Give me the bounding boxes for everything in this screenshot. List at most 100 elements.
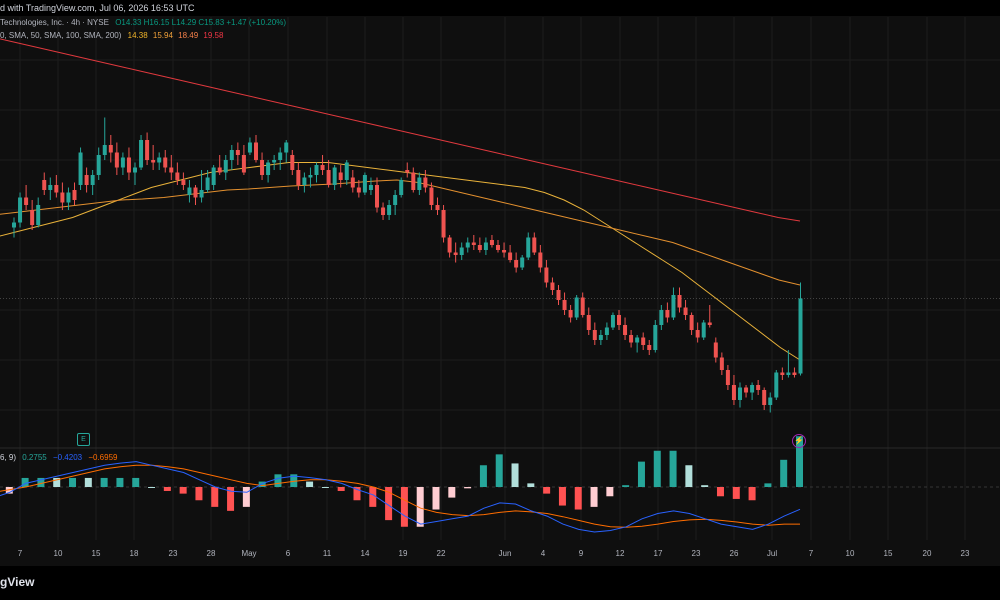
macd-histogram-bar	[495, 454, 503, 487]
candle-body	[665, 310, 670, 318]
macd-histogram-bar	[100, 477, 108, 487]
candle-body	[362, 175, 367, 193]
candle-body	[12, 222, 16, 228]
x-tick-label: 6	[286, 549, 291, 558]
x-tick-label: 22	[437, 549, 446, 558]
candle-body	[223, 160, 228, 173]
macd-histogram-bar	[464, 487, 472, 489]
candle-body	[393, 195, 398, 205]
macd-histogram-bar	[37, 477, 45, 487]
sma-20-line	[0, 162, 801, 361]
macd-histogram-bar	[622, 485, 630, 487]
candle-body	[465, 242, 470, 248]
candle-body	[707, 322, 712, 325]
symbol-legend[interactable]: Technologies, Inc. · 4h · NYSE O14.33 H1…	[0, 18, 286, 27]
x-tick-label: 26	[730, 549, 739, 558]
x-tick-label: 14	[361, 549, 370, 558]
candle-body	[387, 205, 392, 215]
candle-body	[532, 237, 537, 253]
candle-body	[24, 197, 29, 205]
macd-histogram-bar	[306, 481, 314, 487]
macd-histogram-bar	[5, 487, 13, 494]
macd-histogram-bar	[69, 477, 77, 487]
candle-body	[514, 260, 519, 268]
candle-body	[641, 337, 646, 345]
lightning-icon[interactable]: ⚡	[792, 434, 806, 448]
candle-body	[54, 185, 59, 193]
macd-hist-value: 0.2755	[22, 453, 47, 462]
candle-body	[102, 145, 107, 155]
candle-body	[235, 150, 240, 155]
x-tick-label: 4	[541, 549, 546, 558]
candle-body	[750, 385, 755, 393]
macd-histogram-bar	[84, 477, 92, 487]
x-tick-label: Jul	[767, 549, 777, 558]
candle-body	[193, 187, 198, 198]
macd-label: 6, 9)	[0, 453, 17, 462]
candle-body	[725, 370, 730, 385]
candle-body	[550, 282, 555, 290]
x-tick-label: 15	[92, 549, 101, 558]
macd-histogram-bar	[606, 487, 614, 497]
macd-legend[interactable]: 6, 9) 0.2755 −0.4203 −0.6959	[0, 453, 117, 462]
candle-body	[429, 187, 434, 205]
candle-body	[60, 192, 65, 203]
x-tick-label: 23	[169, 549, 178, 558]
candle-body	[18, 197, 23, 223]
earnings-icon[interactable]: E	[77, 433, 90, 446]
macd-histogram-bar	[195, 487, 203, 501]
candle-body	[139, 140, 144, 168]
candle-body	[580, 297, 585, 315]
candle-body	[719, 357, 724, 370]
macd-histogram-bar	[53, 477, 61, 487]
candle-body	[762, 390, 767, 405]
x-tick-label: 7	[809, 549, 814, 558]
candle-body	[538, 252, 543, 268]
macd-histogram-bar	[116, 477, 124, 487]
macd-histogram-bar	[685, 465, 693, 487]
candle-body	[181, 180, 186, 185]
candle-body	[508, 252, 513, 260]
macd-histogram-bar	[543, 487, 551, 494]
ma-legend[interactable]: 0, SMA, 50, SMA, 100, SMA, 200) 14.38 15…	[0, 31, 223, 40]
candle-body	[350, 177, 355, 188]
x-tick-label: 20	[923, 549, 932, 558]
candle-body	[780, 372, 785, 375]
x-tick-label: May	[241, 549, 256, 558]
candle-body	[332, 167, 337, 185]
symbol-line: Technologies, Inc. · 4h · NYSE	[0, 18, 109, 27]
macd-histogram-bar	[669, 450, 677, 487]
candle-body	[187, 187, 192, 195]
candle-body	[744, 387, 749, 393]
x-tick-label: 18	[130, 549, 139, 558]
candle-body	[502, 250, 507, 253]
x-tick-label: 11	[323, 549, 332, 558]
macd-histogram-bar	[132, 477, 140, 487]
macd-histogram-bar	[258, 481, 266, 487]
ma-value-4: 19.58	[203, 31, 224, 40]
candle-body	[48, 185, 53, 190]
candle-body	[211, 167, 216, 185]
candle-body	[326, 170, 331, 185]
candle-body	[798, 298, 803, 374]
candle-body	[731, 385, 736, 400]
candle-body	[205, 177, 210, 190]
candle-body	[471, 242, 476, 245]
macd-histogram-bar	[385, 487, 393, 521]
candle-body	[78, 152, 83, 185]
candle-body	[36, 205, 41, 225]
candle-body	[278, 152, 283, 160]
brand-logo: gView	[0, 575, 35, 589]
candle-body	[701, 322, 706, 338]
candle-body	[290, 155, 295, 170]
ma-value-3: 18.49	[178, 31, 199, 40]
candle-body	[574, 297, 579, 318]
candle-body	[163, 157, 168, 168]
candle-body	[423, 177, 428, 188]
macd-line-value: −0.4203	[52, 453, 83, 462]
ma-value-1: 14.38	[127, 31, 148, 40]
candle-body	[399, 180, 404, 195]
candle-body	[254, 142, 258, 160]
candle-body	[604, 327, 609, 335]
